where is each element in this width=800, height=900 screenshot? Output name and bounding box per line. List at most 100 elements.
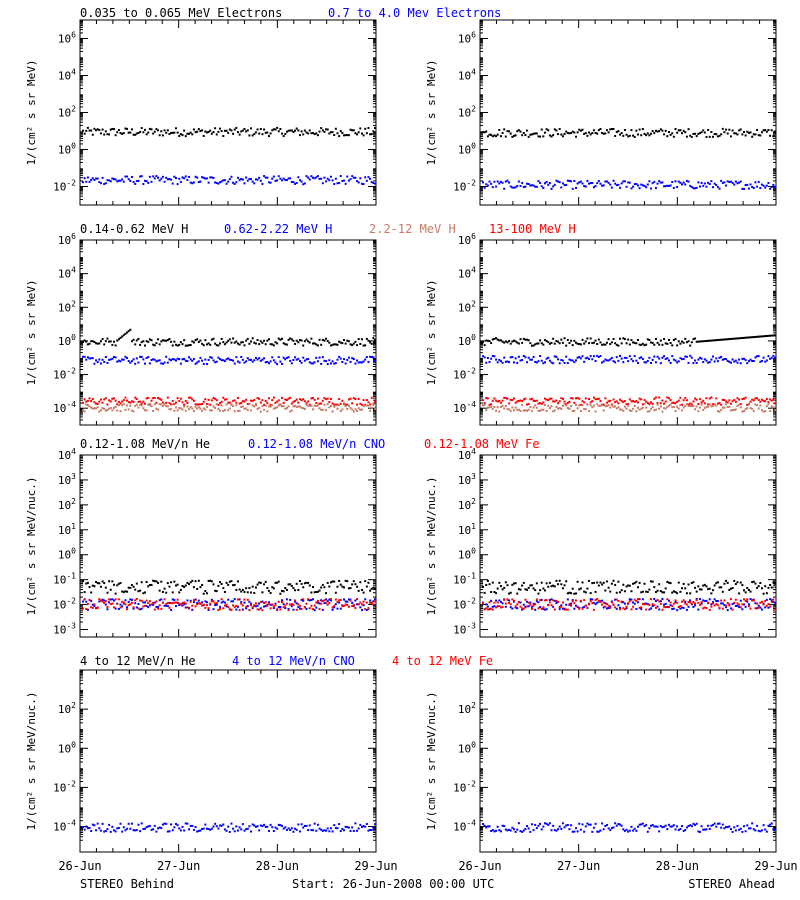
data-point — [284, 133, 287, 136]
data-point — [508, 592, 511, 595]
data-point — [269, 181, 272, 184]
data-point — [367, 581, 370, 584]
y-tick-base: 10 — [58, 474, 71, 487]
data-point — [287, 405, 290, 408]
data-point — [219, 605, 222, 608]
data-point — [552, 185, 555, 188]
data-point — [557, 407, 560, 410]
data-point — [263, 403, 266, 406]
data-point — [114, 344, 117, 347]
data-point — [591, 406, 594, 409]
data-point — [370, 406, 373, 409]
data-point — [103, 133, 106, 136]
data-point — [302, 598, 305, 601]
data-point — [269, 403, 272, 406]
data-point — [302, 183, 305, 186]
data-point — [192, 399, 195, 402]
data-point — [684, 397, 687, 400]
data-point — [710, 358, 713, 361]
data-point — [638, 187, 641, 190]
data-point — [628, 181, 631, 184]
data-point — [736, 337, 739, 340]
data-point — [767, 606, 770, 609]
data-point — [667, 606, 670, 609]
data-point — [116, 409, 119, 412]
data-point — [302, 407, 305, 410]
data-point — [689, 354, 692, 357]
data-point — [272, 605, 275, 608]
data-point — [597, 180, 600, 183]
data-point — [488, 601, 491, 604]
data-point — [220, 824, 223, 827]
y-axis-label: 1/(cm² s sr MeV) — [425, 280, 438, 386]
data-point — [352, 580, 355, 583]
data-point — [370, 587, 373, 590]
data-point — [625, 356, 628, 359]
data-point — [656, 598, 659, 601]
data-point — [681, 409, 684, 412]
data-point — [199, 586, 202, 589]
data-point — [512, 599, 515, 602]
data-point — [176, 131, 179, 134]
data-point — [694, 132, 697, 135]
data-point — [615, 343, 618, 346]
data-point — [194, 405, 197, 408]
data-point — [679, 590, 682, 593]
data-point — [300, 399, 303, 402]
data-point — [604, 180, 607, 183]
y-tick-exponent: -2 — [466, 779, 476, 788]
data-point — [495, 409, 498, 412]
data-point — [217, 344, 220, 347]
data-point — [542, 186, 545, 189]
data-point — [731, 358, 734, 361]
data-point — [161, 134, 164, 137]
data-point — [690, 341, 693, 344]
data-point — [550, 341, 553, 344]
data-point — [539, 339, 542, 342]
data-point — [526, 588, 529, 591]
data-point — [95, 829, 98, 832]
data-point — [765, 359, 768, 362]
data-point — [256, 339, 259, 342]
data-point — [274, 602, 277, 605]
data-point — [568, 132, 571, 135]
data-point — [623, 356, 626, 359]
data-point — [312, 829, 315, 832]
data-point — [356, 585, 359, 588]
data-point — [189, 600, 192, 603]
data-point — [165, 401, 168, 404]
data-point — [285, 602, 288, 605]
data-point — [243, 182, 246, 185]
data-point — [671, 604, 674, 607]
data-point — [199, 339, 202, 342]
data-point — [199, 403, 202, 406]
data-point — [214, 342, 217, 345]
data-point — [720, 586, 723, 589]
data-point — [171, 598, 174, 601]
data-point — [599, 400, 602, 403]
data-point — [349, 178, 352, 181]
data-point — [759, 360, 762, 363]
data-point — [614, 401, 617, 404]
data-point — [173, 409, 176, 412]
data-point — [692, 605, 695, 608]
data-point — [620, 589, 623, 592]
data-point — [241, 341, 244, 344]
data-point — [173, 131, 176, 134]
data-point — [566, 608, 569, 611]
data-point — [223, 409, 226, 412]
data-point — [111, 598, 114, 601]
data-point — [338, 398, 341, 401]
data-point — [645, 134, 648, 137]
data-point — [236, 396, 239, 399]
data-point — [220, 598, 223, 601]
data-point — [117, 404, 120, 407]
data-point — [302, 586, 305, 589]
data-point — [186, 402, 189, 405]
data-point — [635, 182, 638, 185]
data-point — [743, 357, 746, 360]
data-point — [650, 132, 653, 135]
data-point — [362, 825, 365, 828]
data-point — [669, 184, 672, 187]
